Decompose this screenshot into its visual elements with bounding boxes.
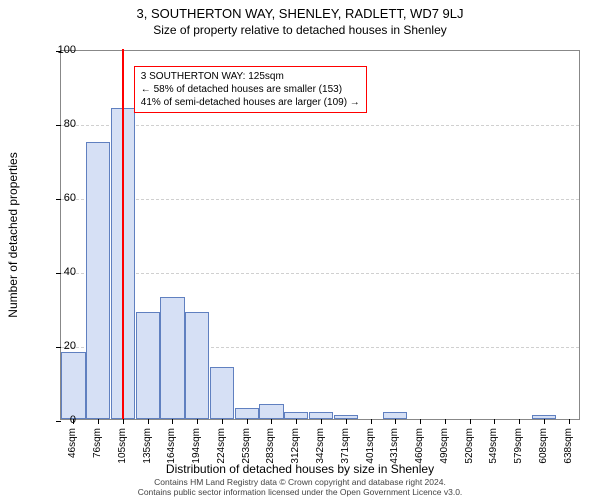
xtick-mark (544, 419, 545, 424)
xtick-mark (519, 419, 520, 424)
histogram-chart: 3 SOUTHERTON WAY: 125sqm← 58% of detache… (60, 50, 580, 420)
gridline (61, 125, 579, 126)
ytick-label: 60 (46, 192, 76, 204)
xtick-mark (494, 419, 495, 424)
xtick-mark (222, 419, 223, 424)
histogram-bar (309, 412, 333, 419)
histogram-bar (160, 297, 184, 419)
ytick-label: 0 (46, 414, 76, 426)
xtick-mark (395, 419, 396, 424)
xtick-mark (172, 419, 173, 424)
ytick-label: 80 (46, 118, 76, 130)
histogram-bar (284, 412, 308, 419)
y-axis-label: Number of detached properties (6, 152, 20, 317)
xtick-mark (371, 419, 372, 424)
footer-line-2: Contains public sector information licen… (0, 488, 600, 498)
ytick-label: 20 (46, 340, 76, 352)
histogram-bar (259, 404, 283, 419)
ytick-label: 100 (46, 44, 76, 56)
xtick-mark (123, 419, 124, 424)
xtick-mark (346, 419, 347, 424)
xtick-mark (247, 419, 248, 424)
marker-line (122, 49, 124, 419)
xtick-mark (271, 419, 272, 424)
annotation-line: ← 58% of detached houses are smaller (15… (141, 83, 360, 96)
annotation-line: 41% of semi-detached houses are larger (… (141, 96, 360, 109)
histogram-bar (61, 352, 85, 419)
page-title: 3, SOUTHERTON WAY, SHENLEY, RADLETT, WD7… (0, 0, 600, 21)
xtick-mark (98, 419, 99, 424)
xtick-mark (445, 419, 446, 424)
histogram-bar (383, 412, 407, 419)
histogram-bar (235, 408, 259, 419)
gridline (61, 273, 579, 274)
histogram-bar (185, 312, 209, 419)
x-axis-label: Distribution of detached houses by size … (0, 462, 600, 476)
xtick-mark (470, 419, 471, 424)
annotation-line: 3 SOUTHERTON WAY: 125sqm (141, 70, 360, 83)
xtick-mark (569, 419, 570, 424)
histogram-bar (136, 312, 160, 419)
gridline (61, 199, 579, 200)
histogram-bar (86, 142, 110, 420)
ytick-label: 40 (46, 266, 76, 278)
xtick-mark (420, 419, 421, 424)
footer-attribution: Contains HM Land Registry data © Crown c… (0, 478, 600, 498)
page-subtitle: Size of property relative to detached ho… (0, 21, 600, 37)
xtick-mark (197, 419, 198, 424)
xtick-mark (296, 419, 297, 424)
annotation-box: 3 SOUTHERTON WAY: 125sqm← 58% of detache… (134, 66, 367, 113)
xtick-mark (321, 419, 322, 424)
histogram-bar (210, 367, 234, 419)
xtick-mark (148, 419, 149, 424)
